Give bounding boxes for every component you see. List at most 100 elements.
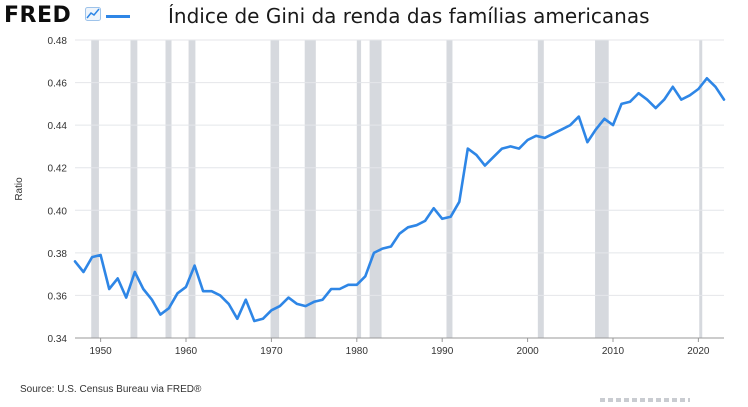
data-point[interactable] xyxy=(166,306,171,311)
data-point[interactable] xyxy=(184,284,189,289)
data-point[interactable] xyxy=(542,135,547,140)
data-point[interactable] xyxy=(158,312,163,317)
data-point[interactable] xyxy=(499,146,504,151)
data-point[interactable] xyxy=(414,223,419,228)
data-point[interactable] xyxy=(81,270,86,275)
data-point[interactable] xyxy=(406,225,411,230)
data-point[interactable] xyxy=(585,140,590,145)
data-point[interactable] xyxy=(303,304,308,309)
y-tick-label: 0.48 xyxy=(48,36,68,47)
data-point[interactable] xyxy=(696,86,701,91)
data-point[interactable] xyxy=(141,287,146,292)
data-point[interactable] xyxy=(226,301,231,306)
data-point[interactable] xyxy=(628,99,633,104)
data-point[interactable] xyxy=(286,295,291,300)
data-point[interactable] xyxy=(423,218,428,223)
axes: 0.34 0.36 0.38 0.40 0.42 0.44 0.46 0.48 1950 1960… xyxy=(14,36,724,357)
x-tick-label: 2000 xyxy=(516,346,539,357)
data-point[interactable] xyxy=(363,274,368,279)
data-point[interactable] xyxy=(482,163,487,168)
data-point[interactable] xyxy=(551,131,556,136)
data-point[interactable] xyxy=(559,127,564,132)
data-point[interactable] xyxy=(448,214,453,219)
data-point[interactable] xyxy=(687,93,692,98)
data-point[interactable] xyxy=(610,123,615,128)
data-point[interactable] xyxy=(593,127,598,132)
data-point[interactable] xyxy=(243,297,248,302)
data-point[interactable] xyxy=(722,97,727,102)
data-point[interactable] xyxy=(73,259,78,264)
data-point[interactable] xyxy=(619,101,624,106)
data-point[interactable] xyxy=(397,231,402,236)
data-point[interactable] xyxy=(192,263,197,268)
data-point[interactable] xyxy=(517,146,522,151)
data-point[interactable] xyxy=(380,246,385,251)
series-layer xyxy=(73,76,727,323)
data-point[interactable] xyxy=(525,138,530,143)
data-point[interactable] xyxy=(576,114,581,119)
x-tick-label: 1980 xyxy=(346,346,369,357)
data-point[interactable] xyxy=(295,301,300,306)
data-point[interactable] xyxy=(465,146,470,151)
data-point[interactable] xyxy=(149,297,154,302)
x-tick-label: 1960 xyxy=(175,346,198,357)
y-tick-label: 0.42 xyxy=(48,164,68,175)
legend-line-swatch xyxy=(106,15,130,18)
data-point[interactable] xyxy=(354,282,359,287)
data-point[interactable] xyxy=(124,295,129,300)
data-point[interactable] xyxy=(277,304,282,309)
data-point[interactable] xyxy=(679,97,684,102)
data-point[interactable] xyxy=(260,316,265,321)
data-point[interactable] xyxy=(636,91,641,96)
y-axis-label: Ratio xyxy=(14,177,25,201)
data-point[interactable] xyxy=(346,282,351,287)
data-point[interactable] xyxy=(670,84,675,89)
data-point[interactable] xyxy=(388,244,393,249)
data-point[interactable] xyxy=(457,199,462,204)
data-point[interactable] xyxy=(107,287,112,292)
y-tick-label: 0.36 xyxy=(48,291,68,302)
data-point[interactable] xyxy=(132,270,137,275)
gridlines xyxy=(75,39,724,339)
data-point[interactable] xyxy=(568,123,573,128)
recession-band xyxy=(270,40,280,338)
data-point[interactable] xyxy=(431,206,436,211)
data-point[interactable] xyxy=(175,291,180,296)
trend-line-chart-icon xyxy=(85,7,101,21)
data-point[interactable] xyxy=(713,84,718,89)
data-point[interactable] xyxy=(329,287,334,292)
data-point[interactable] xyxy=(602,116,607,121)
data-point[interactable] xyxy=(440,216,445,221)
data-point[interactable] xyxy=(235,316,240,321)
fred-logo[interactable]: FRED xyxy=(4,3,72,28)
data-point[interactable] xyxy=(218,293,223,298)
x-tick-label: 2020 xyxy=(687,346,710,357)
data-point[interactable] xyxy=(201,289,206,294)
y-tick-label: 0.40 xyxy=(48,206,68,217)
series-line[interactable] xyxy=(73,76,726,323)
data-point[interactable] xyxy=(269,308,274,313)
data-point[interactable] xyxy=(653,106,658,111)
data-point[interactable] xyxy=(645,97,650,102)
data-point[interactable] xyxy=(704,76,709,81)
data-point[interactable] xyxy=(98,252,103,257)
data-point[interactable] xyxy=(371,250,376,255)
data-point[interactable] xyxy=(534,133,539,138)
data-point[interactable] xyxy=(209,289,214,294)
y-tick-label: 0.46 xyxy=(48,79,68,90)
x-tick-label: 1990 xyxy=(431,346,454,357)
data-point[interactable] xyxy=(491,155,496,160)
data-point[interactable] xyxy=(312,299,317,304)
data-point[interactable] xyxy=(337,287,342,292)
data-point[interactable] xyxy=(474,152,479,157)
data-point[interactable] xyxy=(252,318,257,323)
data-point[interactable] xyxy=(320,297,325,302)
recession-band xyxy=(130,40,138,338)
data-point[interactable] xyxy=(90,255,95,260)
data-point[interactable] xyxy=(662,97,667,102)
recession-band xyxy=(91,40,99,338)
recession-band xyxy=(699,40,703,338)
x-tick-label: 1950 xyxy=(89,346,112,357)
data-point[interactable] xyxy=(115,276,120,281)
data-point[interactable] xyxy=(508,144,513,149)
